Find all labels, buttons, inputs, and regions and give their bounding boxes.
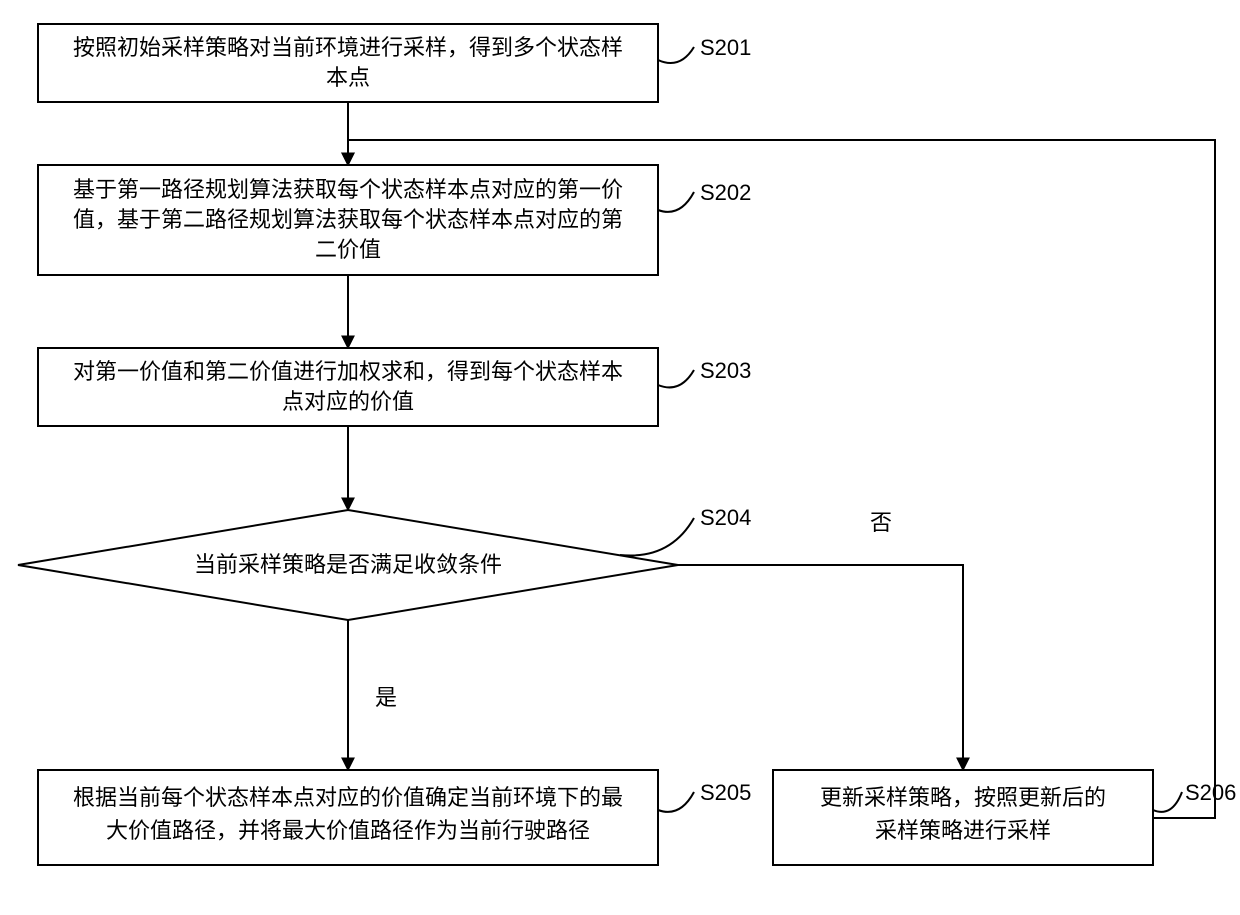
nodes-layer: 按照初始采样策略对当前环境进行采样，得到多个状态样本点基于第一路径规划算法获取每… xyxy=(18,24,1153,865)
edge-label-e4: 是 xyxy=(375,685,397,710)
edge-e5 xyxy=(678,565,963,770)
flow-box-text-S205-line1: 根据当前每个状态样本点对应的价值确定当前环境下的最 xyxy=(73,785,623,810)
step-label-S203: S203 xyxy=(700,358,751,383)
leader-curve-S203 xyxy=(658,370,694,387)
step-label-S205: S205 xyxy=(700,780,751,805)
flow-box-text-S202-line3: 二价值 xyxy=(315,237,381,262)
leader-curve-S206 xyxy=(1153,792,1182,812)
flow-box-text-S206-line2: 采样策略进行采样 xyxy=(875,818,1051,843)
flow-box-text-S202-line1: 基于第一路径规划算法获取每个状态样本点对应的第一价 xyxy=(73,177,623,202)
step-label-S204: S204 xyxy=(700,505,751,530)
flow-box-text-S201-line2: 本点 xyxy=(326,65,370,90)
leader-curve-S205 xyxy=(658,792,694,812)
leader-curve-S201 xyxy=(658,47,694,63)
leader-curve-S202 xyxy=(658,192,694,212)
leader-curve-S204 xyxy=(620,518,694,556)
edge-label-e5: 否 xyxy=(870,510,892,535)
flow-box-text-S202-line2: 值，基于第二路径规划算法获取每个状态样本点对应的第 xyxy=(73,207,623,232)
step-label-S202: S202 xyxy=(700,180,751,205)
flow-box-text-S203-line1: 对第一价值和第二价值进行加权求和，得到每个状态样本 xyxy=(73,359,623,384)
flow-decision-text-S204: 当前采样策略是否满足收敛条件 xyxy=(194,552,502,577)
flow-box-text-S206-line1: 更新采样策略，按照更新后的 xyxy=(820,785,1106,810)
flow-box-text-S201-line1: 按照初始采样策略对当前环境进行采样，得到多个状态样 xyxy=(73,35,623,60)
flowchart-canvas: 按照初始采样策略对当前环境进行采样，得到多个状态样本点基于第一路径规划算法获取每… xyxy=(0,0,1240,915)
flow-box-text-S203-line2: 点对应的价值 xyxy=(282,389,414,414)
step-label-S201: S201 xyxy=(700,35,751,60)
step-label-S206: S206 xyxy=(1185,780,1236,805)
flow-box-text-S205-line2: 大价值路径，并将最大价值路径作为当前行驶路径 xyxy=(106,818,590,843)
